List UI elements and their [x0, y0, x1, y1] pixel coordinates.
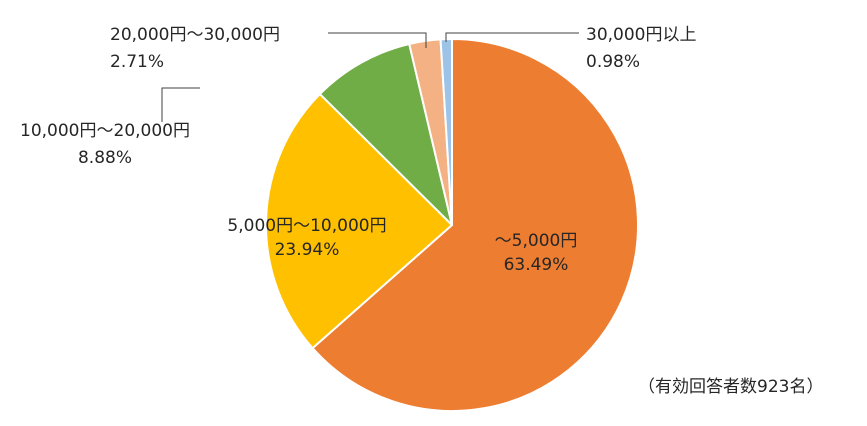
slice-value-label-2: 23.94% — [275, 240, 340, 260]
slice-value-label-5: 0.98% — [586, 52, 640, 72]
leader-line-3 — [161, 87, 200, 122]
slice-label-4: 20,000円〜30,000円 — [110, 25, 280, 45]
pie-slice-1 — [311, 38, 640, 412]
leader-line-5 — [445, 32, 579, 42]
respondent-count-note: （有効回答者数923名） — [638, 377, 824, 397]
slice-label-5: 30,000円以上 — [586, 25, 696, 45]
slice-value-label-3: 8.88% — [78, 148, 132, 168]
pie-slices — [265, 37, 640, 412]
pie-labels: 〜5,000円 63.49% 5,000円〜10,000円 23.94% 10,000円… — [20, 25, 696, 275]
leader-line-4 — [328, 32, 427, 48]
slice-label-3: 10,000円〜20,000円 — [20, 121, 190, 141]
slice-value-label-4: 2.71% — [110, 52, 164, 72]
slice-label-1: 〜5,000円 — [495, 231, 578, 251]
slice-label-2: 5,000円〜10,000円 — [227, 216, 386, 236]
pie-slice-2 — [265, 93, 453, 350]
slice-value-label-1: 63.49% — [504, 255, 569, 275]
